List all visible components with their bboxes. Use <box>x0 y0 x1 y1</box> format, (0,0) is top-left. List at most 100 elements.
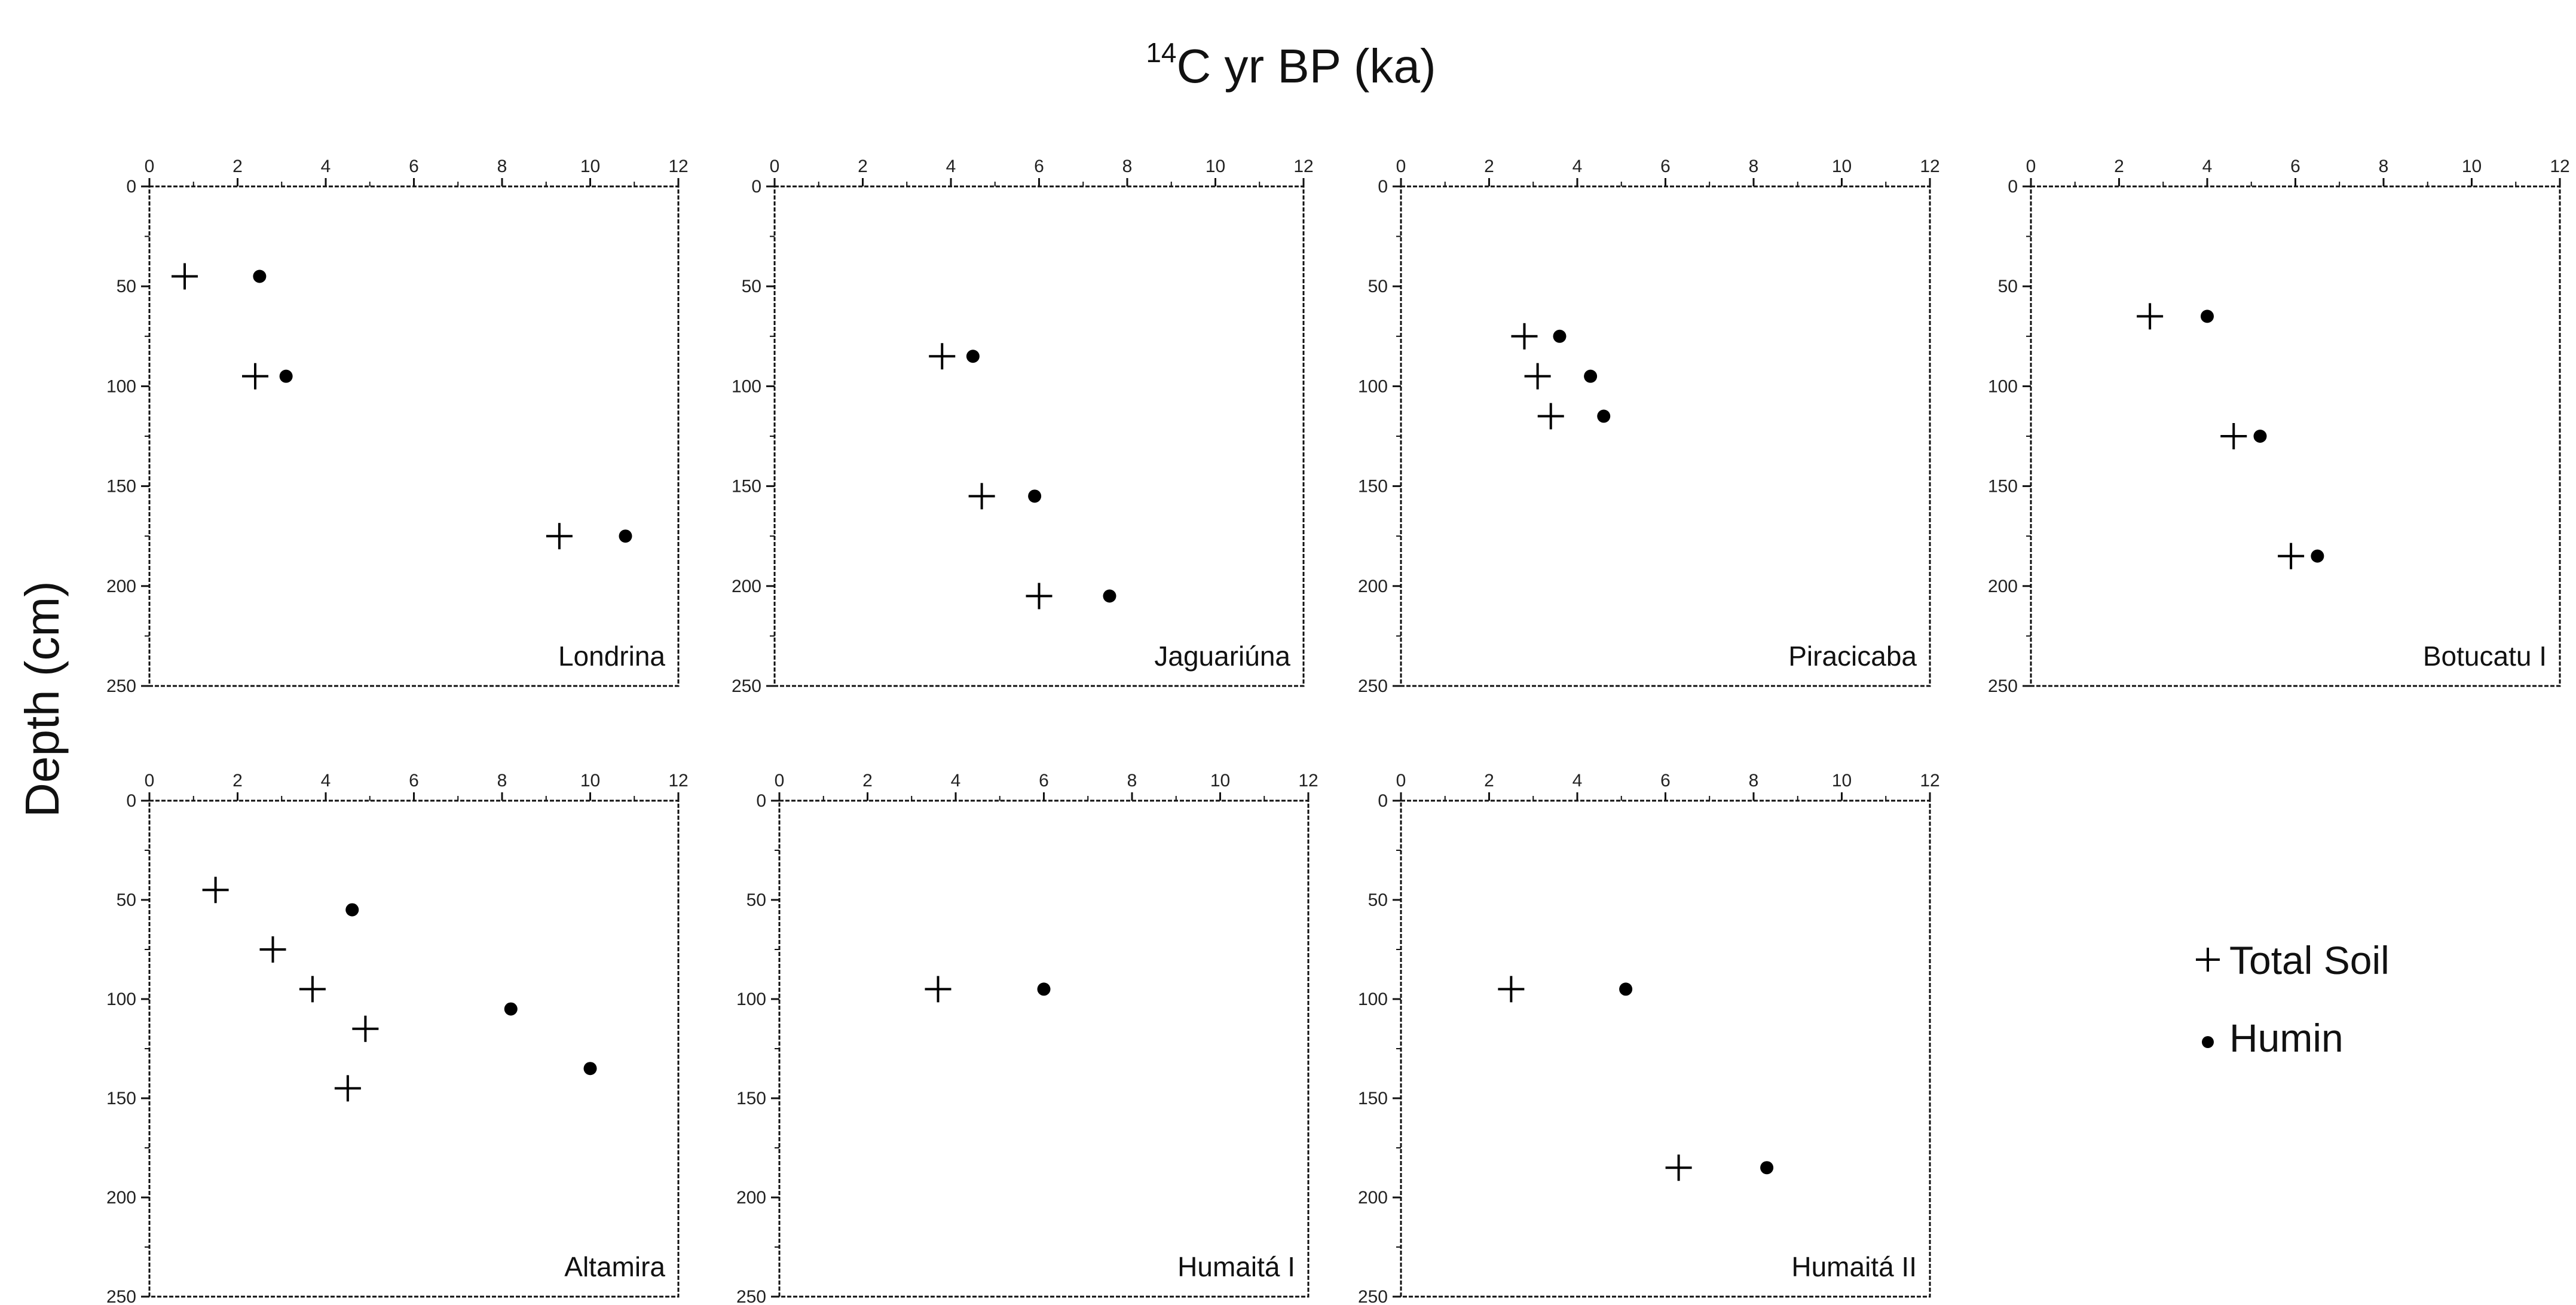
x-tick-label: 8 <box>1749 157 1759 176</box>
x-tick-label: 4 <box>951 771 961 791</box>
x-tick-label: 12 <box>668 157 688 176</box>
panel-site-label: Piracicaba <box>1788 641 1917 672</box>
y-tick-label: 50 <box>747 890 766 910</box>
total-soil-point <box>1524 363 1551 390</box>
total-soil-point <box>202 877 229 903</box>
y-tick-label: 200 <box>1358 1188 1388 1208</box>
x-tick-label: 8 <box>1127 771 1137 791</box>
legend-total-soil-marker <box>2196 948 2220 972</box>
total-soil-point <box>929 343 956 370</box>
y-tick-label: 250 <box>1988 676 2018 696</box>
panel-site-label: Altamira <box>564 1251 665 1282</box>
humin-point <box>253 269 267 283</box>
y-tick-label: 50 <box>742 277 761 296</box>
panel-site-label: Botucatu I <box>2423 641 2547 672</box>
y-tick-label: 250 <box>106 676 136 696</box>
figure-title-superscript: 14 <box>1146 37 1176 68</box>
y-tick-label: 200 <box>732 577 761 596</box>
x-tick-label: 2 <box>862 771 873 791</box>
x-tick-label: 0 <box>775 771 785 791</box>
x-tick-label: 4 <box>321 771 331 791</box>
x-tick-label: 12 <box>1920 771 1939 791</box>
x-tick-label: 12 <box>2550 157 2569 176</box>
total-soil-point <box>352 1015 379 1042</box>
x-tick-label: 6 <box>1034 157 1044 176</box>
y-tick-label: 50 <box>1368 277 1388 296</box>
x-tick-label: 6 <box>2290 157 2300 176</box>
x-tick-label: 2 <box>1484 157 1494 176</box>
humin-point <box>1553 329 1567 343</box>
x-tick-label: 8 <box>2379 157 2389 176</box>
humin-point <box>345 903 359 917</box>
total-soil-point <box>259 936 286 963</box>
total-soil-point <box>2278 543 2305 569</box>
humin-point <box>1619 982 1633 996</box>
panel-site-label: Jaguariúna <box>1154 641 1290 672</box>
x-tick-label: 2 <box>858 157 868 176</box>
panel-humaita-i: 0 2 4 6 8 10 12 0 50 100 150 200 250 Humaitá I <box>736 771 1318 1305</box>
y-tick-label: 100 <box>1988 376 2018 396</box>
y-tick-label: 250 <box>1358 676 1388 696</box>
total-soil-point <box>1665 1154 1692 1181</box>
panel-piracicaba: 0 2 4 6 8 10 12 0 50 100 150 200 250 Piracicaba <box>1358 157 1940 696</box>
total-soil-point <box>2137 303 2164 330</box>
y-tick-label: 100 <box>106 990 136 1009</box>
x-tick-label: 10 <box>2462 157 2482 176</box>
x-tick-label: 10 <box>1206 157 1225 176</box>
y-tick-label: 200 <box>1988 577 2018 596</box>
y-tick-label: 250 <box>736 1287 766 1305</box>
x-tick-label: 12 <box>1920 157 1939 176</box>
y-tick-label: 50 <box>1998 277 2018 296</box>
humin-point <box>966 350 980 363</box>
y-tick-label: 0 <box>1378 177 1388 197</box>
y-axis-title: Depth (cm) <box>16 581 69 817</box>
humin-point <box>2201 310 2214 323</box>
x-tick-label: 2 <box>2114 157 2124 176</box>
x-tick-label: 6 <box>409 771 419 791</box>
humin-point <box>504 1002 518 1016</box>
x-tick-label: 4 <box>1572 771 1583 791</box>
panel-site-label: Humaitá I <box>1177 1251 1295 1282</box>
y-tick-label: 200 <box>106 577 136 596</box>
y-tick-label: 50 <box>1368 890 1388 910</box>
panel-botucatu-i: 0 2 4 6 8 10 12 0 50 100 150 200 250 Botucatu I <box>1988 157 2570 696</box>
x-tick-label: 4 <box>946 157 956 176</box>
total-soil-point <box>1498 976 1525 1003</box>
y-tick-label: 0 <box>126 791 136 811</box>
y-tick-label: 100 <box>106 376 136 396</box>
y-tick-label: 0 <box>126 177 136 197</box>
total-soil-point <box>172 263 198 290</box>
x-tick-label: 10 <box>1832 771 1852 791</box>
y-tick-label: 250 <box>732 676 761 696</box>
legend-humin-marker <box>2202 1036 2214 1048</box>
humin-point <box>1584 369 1598 383</box>
humin-point <box>1760 1161 1774 1175</box>
total-soil-point <box>334 1075 361 1102</box>
y-tick-label: 150 <box>106 1089 136 1108</box>
x-tick-label: 0 <box>145 157 155 176</box>
y-tick-label: 200 <box>736 1188 766 1208</box>
total-soil-point <box>925 976 952 1003</box>
y-tick-label: 0 <box>1378 791 1388 811</box>
y-tick-label: 250 <box>106 1287 136 1305</box>
x-tick-label: 0 <box>2026 157 2036 176</box>
x-tick-label: 10 <box>1832 157 1852 176</box>
x-tick-label: 0 <box>145 771 155 791</box>
y-tick-label: 0 <box>751 177 761 197</box>
panel-jaguariuna: 0 2 4 6 8 10 12 0 50 100 150 200 250 Jaguariúna <box>732 157 1314 696</box>
panel-altamira: 0 2 4 6 8 10 12 0 50 100 150 200 250 Altamira <box>106 771 689 1305</box>
x-tick-label: 4 <box>1572 157 1583 176</box>
x-tick-label: 0 <box>1396 157 1406 176</box>
y-tick-label: 200 <box>106 1188 136 1208</box>
x-tick-label: 8 <box>1749 771 1759 791</box>
x-tick-label: 6 <box>1039 771 1049 791</box>
total-soil-point <box>968 483 995 510</box>
humin-point <box>2253 430 2267 443</box>
x-tick-label: 12 <box>1298 771 1318 791</box>
y-tick-label: 100 <box>732 376 761 396</box>
y-tick-label: 150 <box>106 477 136 497</box>
humin-point <box>583 1062 597 1076</box>
